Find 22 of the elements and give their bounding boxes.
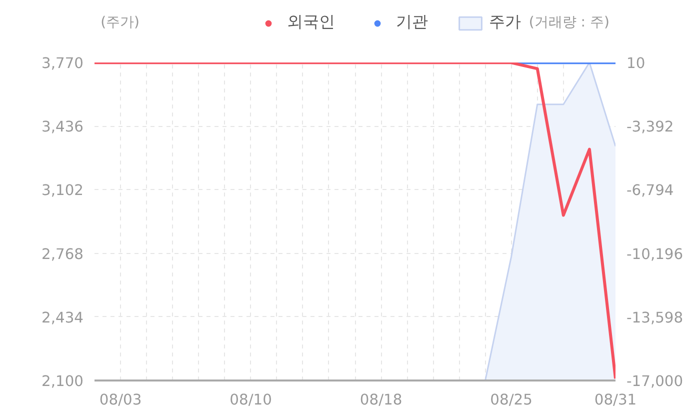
- y2-tick-label: -3,392: [626, 118, 674, 136]
- x-tick-label: 08/03: [99, 392, 142, 408]
- y-tick-label: 2,434: [42, 309, 84, 326]
- y2-tick-label: -10,196: [626, 246, 684, 263]
- y2-tick-label: -6,794: [626, 182, 674, 200]
- y-axis-title: (주가): [100, 14, 140, 30]
- legend-label: 기관: [396, 12, 428, 33]
- x-tick-label: 08/18: [360, 392, 402, 408]
- y2-tick-label: -13,598: [626, 309, 684, 326]
- y-tick-label: 3,102: [42, 182, 84, 200]
- y2-tick-label: -17,000: [626, 373, 684, 390]
- y2-tick-label: 10: [626, 55, 646, 72]
- y-tick-label: 3,770: [42, 55, 84, 72]
- legend-label: 주가: [489, 12, 521, 33]
- y-tick-label: 2,768: [42, 246, 84, 263]
- y-tick-label: 2,100: [42, 373, 84, 390]
- y2-axis-title: (거래량 : 주): [528, 14, 610, 30]
- y-tick-label: 3,436: [42, 118, 84, 136]
- x-tick-label: 08/25: [490, 392, 532, 408]
- legend-label: 외국인: [287, 12, 335, 33]
- x-tick-label: 08/31: [594, 392, 637, 408]
- x-tick-label: 08/10: [230, 392, 272, 408]
